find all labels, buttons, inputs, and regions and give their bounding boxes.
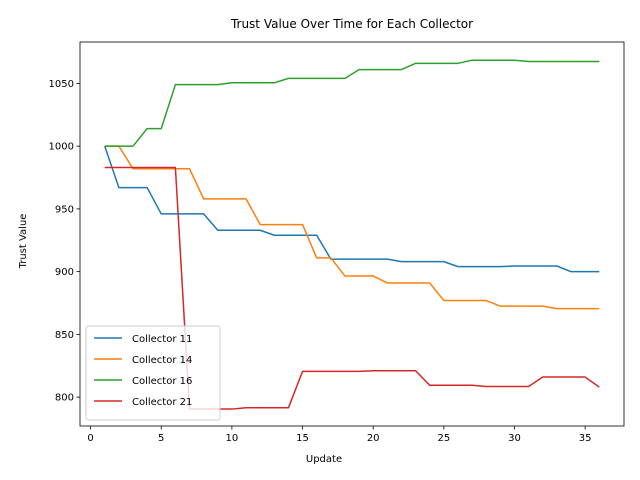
- x-tick-label: 5: [158, 433, 164, 444]
- legend-label: Collector 21: [132, 397, 192, 408]
- y-tick-label: 850: [55, 330, 74, 341]
- y-tick-label: 900: [55, 267, 74, 278]
- x-axis: 0 5 10 15 20 25 30 35: [87, 426, 592, 444]
- x-tick-label: 10: [226, 433, 239, 444]
- x-tick-label: 15: [296, 433, 309, 444]
- y-tick-label: 800: [55, 393, 74, 404]
- x-tick-label: 0: [87, 433, 93, 444]
- y-tick-label: 1000: [49, 142, 74, 153]
- legend-box: [85, 325, 221, 421]
- series-line-3: [104, 59, 600, 147]
- x-axis-label: Update: [306, 454, 342, 465]
- plot-frame: [79, 41, 625, 427]
- y-axis-label: Trust Value: [18, 214, 29, 270]
- legend-label: Collector 11: [132, 334, 192, 345]
- y-tick-label: 1050: [49, 79, 74, 90]
- legend-label: Collector 14: [132, 355, 192, 366]
- legend-label: Collector 16: [132, 376, 192, 387]
- y-axis: 800 850 900 950 1000 1050: [49, 79, 80, 404]
- x-tick-label: 30: [508, 433, 521, 444]
- x-tick-label: 20: [367, 433, 380, 444]
- chart-title: Trust Value Over Time for Each Collector: [230, 17, 473, 31]
- x-tick-label: 35: [579, 433, 592, 444]
- series-line-1: [104, 145, 600, 273]
- x-tick-label: 25: [437, 433, 450, 444]
- series-line-2: [104, 145, 600, 310]
- legend: Collector 11 Collector 14 Collector 16 Coll…: [85, 325, 221, 421]
- y-tick-label: 950: [55, 204, 74, 215]
